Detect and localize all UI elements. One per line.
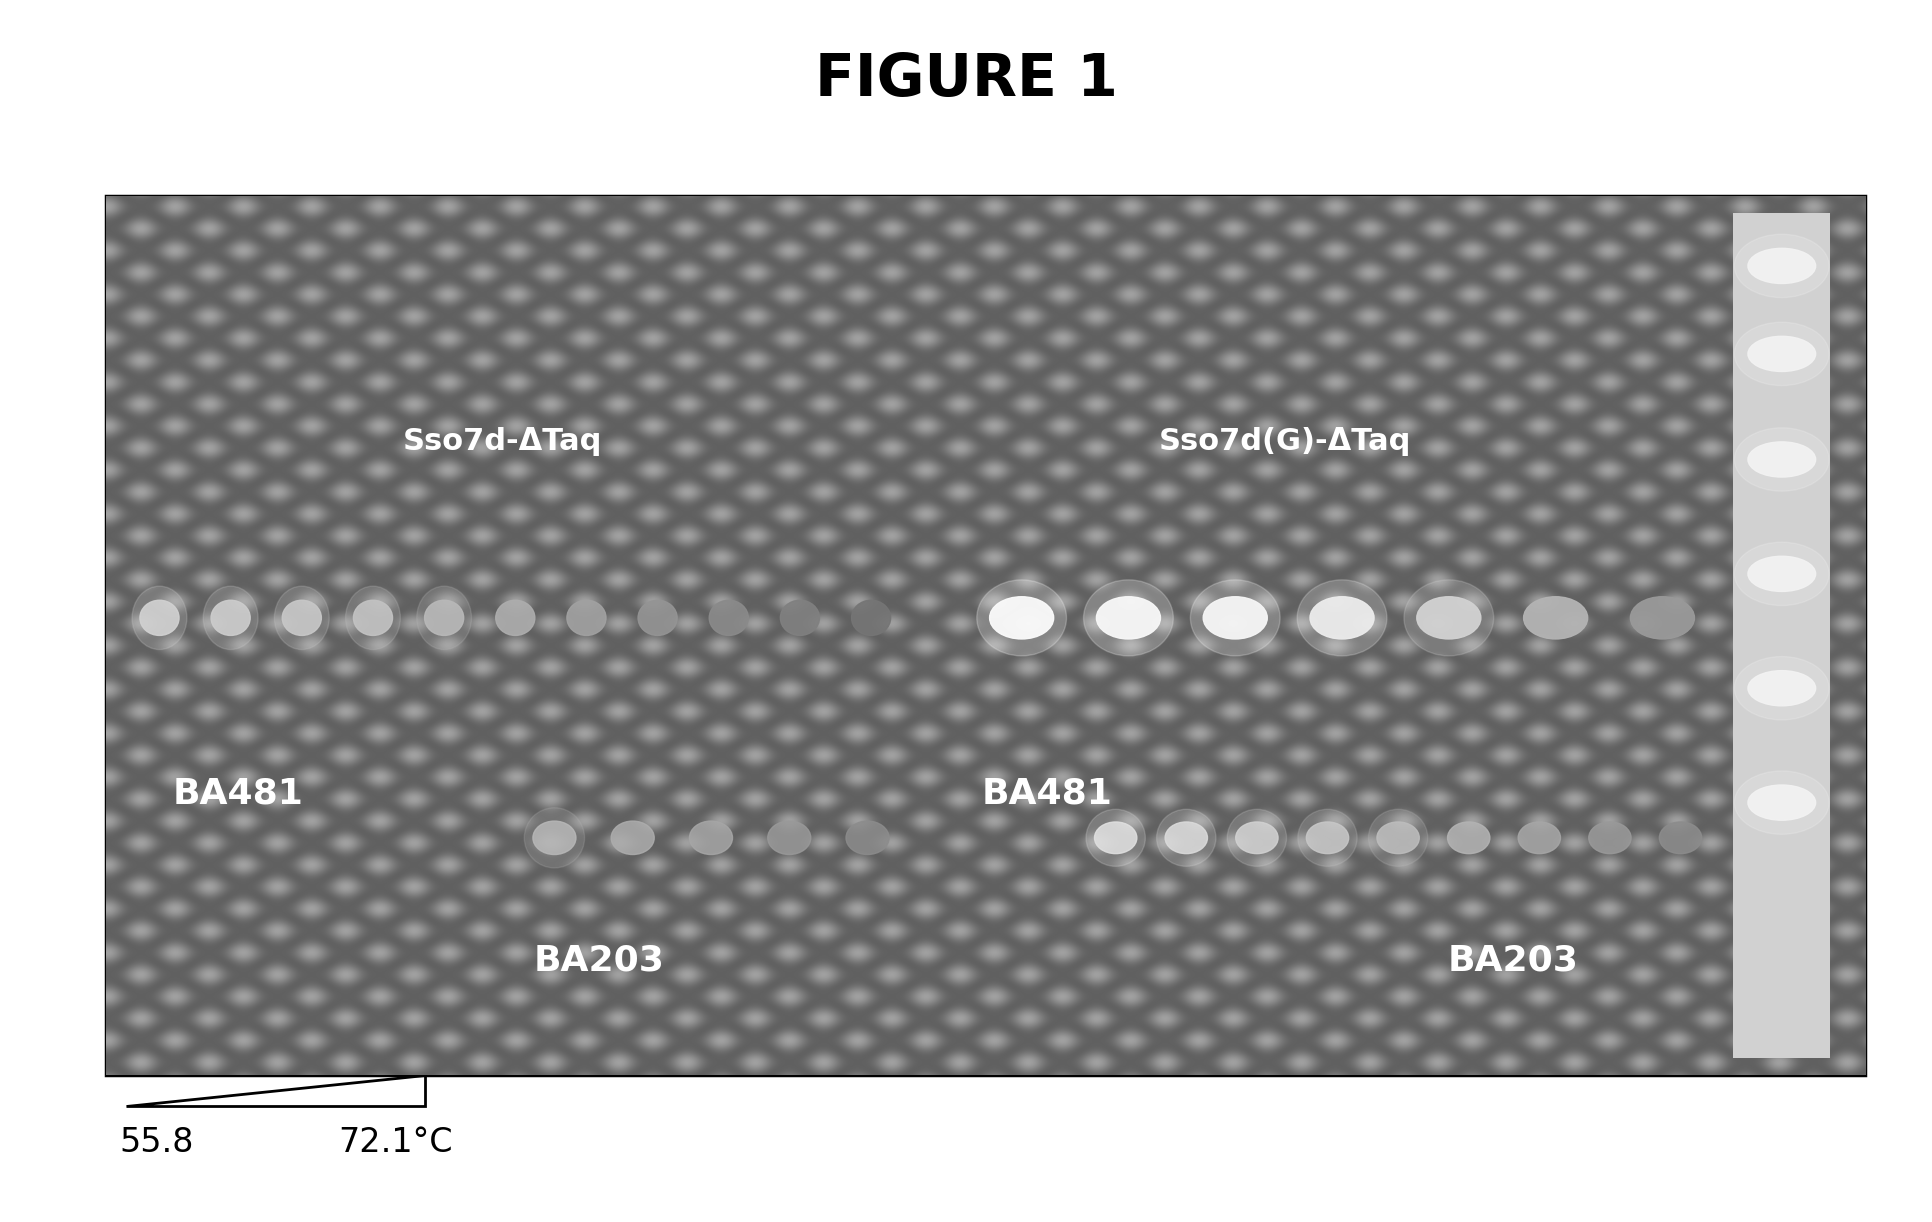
Ellipse shape <box>638 600 676 635</box>
Ellipse shape <box>1522 596 1586 639</box>
Text: Sso7d-ΔTaq: Sso7d-ΔTaq <box>402 428 601 456</box>
Text: BA481: BA481 <box>981 777 1113 811</box>
Ellipse shape <box>1296 579 1385 656</box>
FancyBboxPatch shape <box>1733 213 1830 1058</box>
Ellipse shape <box>852 600 891 635</box>
Ellipse shape <box>203 587 257 650</box>
Ellipse shape <box>1733 543 1828 606</box>
Ellipse shape <box>1629 596 1694 639</box>
Ellipse shape <box>1190 579 1279 656</box>
Text: BA481: BA481 <box>172 777 303 811</box>
Text: BA203: BA203 <box>1447 943 1578 978</box>
Ellipse shape <box>709 600 748 635</box>
Ellipse shape <box>346 587 400 650</box>
Ellipse shape <box>1376 822 1418 854</box>
Text: FIGURE 1: FIGURE 1 <box>815 51 1117 108</box>
Ellipse shape <box>1517 822 1559 854</box>
Ellipse shape <box>976 579 1066 656</box>
Ellipse shape <box>1658 822 1700 854</box>
Ellipse shape <box>524 808 583 868</box>
Ellipse shape <box>846 821 889 854</box>
Ellipse shape <box>1094 822 1136 854</box>
Ellipse shape <box>1747 671 1814 706</box>
Ellipse shape <box>1306 822 1349 854</box>
Ellipse shape <box>1296 809 1356 866</box>
Ellipse shape <box>1733 771 1828 835</box>
Ellipse shape <box>1155 809 1215 866</box>
Ellipse shape <box>781 600 819 635</box>
Ellipse shape <box>1733 323 1828 386</box>
Ellipse shape <box>1416 596 1480 639</box>
Ellipse shape <box>1403 579 1493 656</box>
Ellipse shape <box>1733 428 1828 491</box>
Ellipse shape <box>131 587 187 650</box>
Ellipse shape <box>1095 596 1159 639</box>
Ellipse shape <box>767 821 810 854</box>
Ellipse shape <box>354 600 392 635</box>
Ellipse shape <box>1747 336 1814 371</box>
Ellipse shape <box>566 600 607 635</box>
Ellipse shape <box>1747 556 1814 591</box>
Ellipse shape <box>1084 579 1173 656</box>
Ellipse shape <box>425 600 464 635</box>
Ellipse shape <box>1086 809 1146 866</box>
Ellipse shape <box>1588 822 1631 854</box>
Ellipse shape <box>1368 809 1428 866</box>
Ellipse shape <box>1310 596 1374 639</box>
Ellipse shape <box>495 600 535 635</box>
Ellipse shape <box>1202 596 1267 639</box>
Ellipse shape <box>1733 235 1828 298</box>
Ellipse shape <box>533 821 576 854</box>
Ellipse shape <box>1227 809 1287 866</box>
Polygon shape <box>126 1075 425 1106</box>
Text: BA203: BA203 <box>533 943 665 978</box>
Ellipse shape <box>1235 822 1277 854</box>
Ellipse shape <box>139 600 180 635</box>
Ellipse shape <box>1165 822 1208 854</box>
Ellipse shape <box>211 600 249 635</box>
Text: 72.1°C: 72.1°C <box>338 1125 452 1160</box>
Ellipse shape <box>989 596 1053 639</box>
Ellipse shape <box>274 587 328 650</box>
Text: 55.8: 55.8 <box>120 1125 193 1160</box>
Ellipse shape <box>1447 822 1490 854</box>
Ellipse shape <box>1733 656 1828 720</box>
Ellipse shape <box>282 600 321 635</box>
Ellipse shape <box>1747 248 1814 284</box>
Ellipse shape <box>1747 442 1814 477</box>
Ellipse shape <box>690 821 732 854</box>
Ellipse shape <box>611 821 653 854</box>
Ellipse shape <box>417 587 471 650</box>
Ellipse shape <box>1747 785 1814 820</box>
Text: Sso7d(G)-ΔTaq: Sso7d(G)-ΔTaq <box>1157 428 1410 456</box>
